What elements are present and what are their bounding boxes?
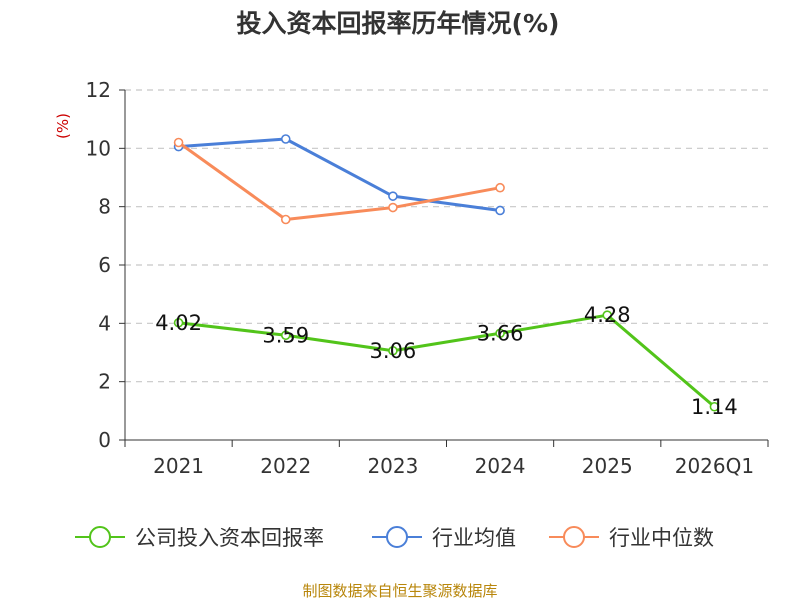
data-point-2-2022	[280, 214, 291, 225]
x-tick-label-2021: 2021	[153, 454, 204, 478]
data-label-2024: 3.66	[477, 321, 524, 345]
x-tick-label-2024: 2024	[475, 454, 526, 478]
data-label-2023: 3.06	[370, 339, 417, 363]
data-label-2022: 3.59	[262, 323, 309, 347]
legend-marker-2	[563, 526, 585, 548]
data-point-0-2021	[173, 317, 184, 328]
x-tick-label-2026Q1: 2026Q1	[675, 454, 754, 478]
y-tick-label-6: 6	[98, 253, 111, 277]
data-label-2026Q1: 1.14	[691, 395, 738, 419]
legend-label-1: 行业均值	[432, 526, 516, 550]
legend-label-0: 公司投入资本回报率	[135, 526, 324, 550]
legend: 公司投入资本回报率 行业均值 行业中位数	[75, 526, 714, 550]
series-line-0	[178, 313, 716, 408]
data-point-1-2023	[388, 191, 398, 201]
data-point-0-2026Q1	[709, 401, 720, 412]
series-line-2	[177, 141, 501, 221]
legend-label-2: 行业中位数	[609, 526, 714, 550]
x-tick-label-2022: 2022	[260, 454, 311, 478]
data-point-0-2025	[602, 310, 613, 320]
y-tick-label-8: 8	[98, 195, 111, 219]
y-axis-unit: (%)	[54, 113, 72, 139]
y-tick-label-0: 0	[98, 428, 111, 452]
data-labels: 4.02 3.59 3.06 3.66 4.28 1.14	[155, 303, 738, 419]
x-tick-labels: 2021 2022 2023 2024 2025 2026Q1	[153, 454, 754, 478]
legend-marker-1	[386, 526, 408, 548]
y-tick-label-4: 4	[98, 311, 111, 335]
y-tick-label-2: 2	[98, 370, 111, 394]
x-tick-label-2023: 2023	[367, 454, 418, 478]
data-point-1-2024	[495, 205, 505, 216]
data-label-2025: 4.28	[584, 303, 631, 327]
y-tick-label-10: 10	[86, 136, 111, 160]
y-tick-labels: 0 2 4 6 8 10 12	[86, 78, 111, 452]
data-point-0-2022	[280, 330, 291, 341]
series-line-1	[178, 137, 501, 212]
series-group	[173, 134, 720, 412]
data-label-2021: 4.02	[155, 311, 202, 335]
x-tick-label-2025: 2025	[582, 454, 633, 478]
legend-marker-0	[89, 526, 111, 548]
grid-lines	[125, 89, 768, 383]
axes	[119, 89, 769, 447]
source-note: 制图数据来自恒生聚源数据库	[302, 582, 497, 600]
data-point-1-2022	[280, 134, 291, 144]
data-point-2-2023	[388, 202, 398, 213]
data-point-0-2023	[388, 345, 398, 356]
chart-title: 投入资本回报率历年情况(%)	[237, 9, 560, 38]
data-point-0-2024	[495, 328, 505, 339]
data-point-2-2021	[173, 137, 184, 148]
y-tick-label-12: 12	[86, 78, 111, 102]
data-point-2-2024	[495, 182, 505, 193]
